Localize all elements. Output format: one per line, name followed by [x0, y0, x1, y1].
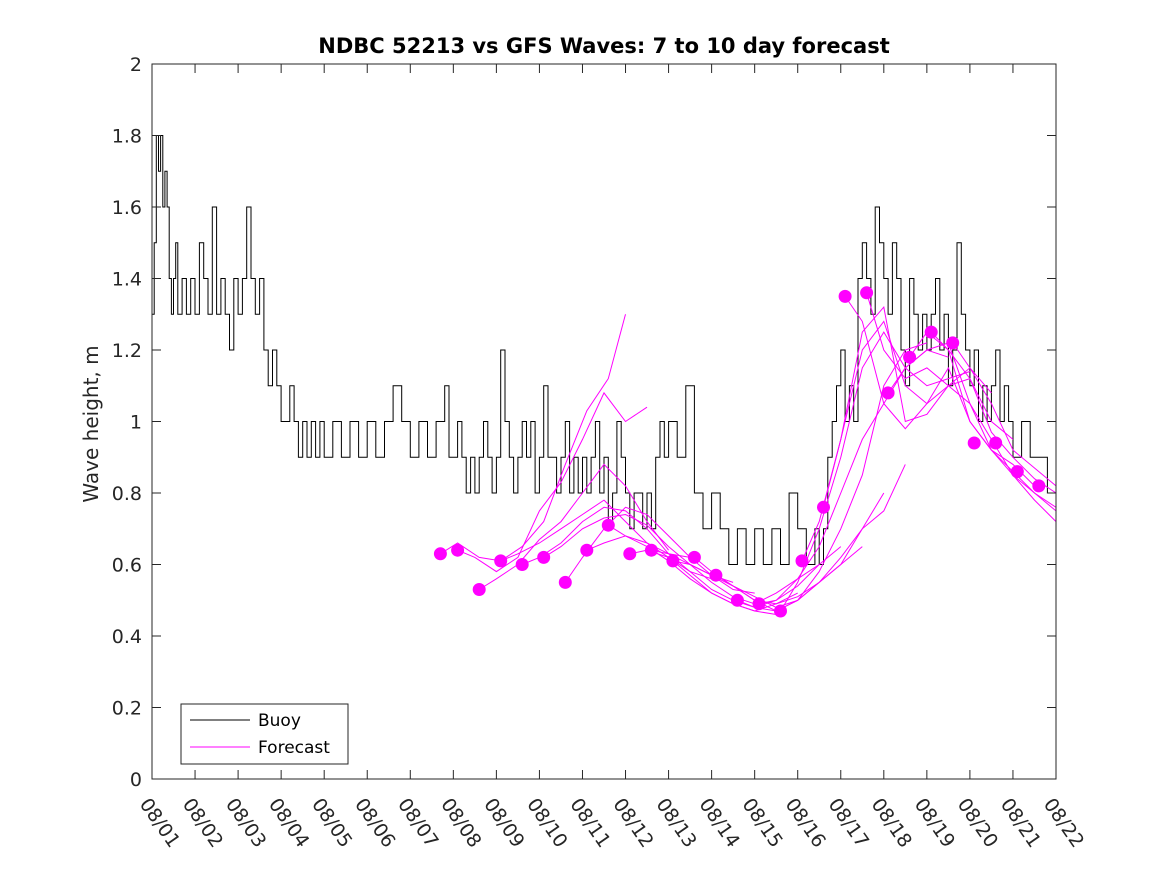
forecast-run-line: [500, 499, 691, 562]
forecast-run-line: [457, 391, 648, 573]
forecast-marker: [989, 436, 1003, 450]
forecast-marker: [817, 500, 830, 514]
forecast-marker: [666, 554, 680, 568]
forecast-marker: [860, 286, 874, 300]
y-tick-label: 1.8: [112, 126, 142, 148]
y-tick-label: 1.4: [112, 269, 142, 291]
legend-box: [180, 703, 349, 765]
forecast-marker: [601, 518, 615, 532]
legend-label-buoy: Buoy: [258, 711, 301, 731]
y-tick-label: 1.6: [112, 197, 142, 219]
y-tick-label: 1: [130, 412, 142, 434]
forecast-marker: [1032, 479, 1046, 493]
forecast-run-line: [478, 463, 669, 590]
forecast-marker: [494, 554, 508, 568]
forecast-run-line: [564, 506, 755, 594]
forecast-marker: [924, 325, 938, 339]
y-tick-label: 1.2: [112, 340, 142, 362]
y-tick-label: 2: [130, 54, 142, 76]
forecast-marker: [433, 547, 447, 561]
chart-title: NDBC 52213 vs GFS Waves: 7 to 10 day for…: [318, 34, 889, 58]
forecast-marker: [1010, 465, 1024, 479]
forecast-marker: [752, 597, 766, 611]
forecast-marker: [795, 554, 809, 568]
plot-area: [151, 63, 1057, 780]
forecast-run-line: [952, 342, 1056, 487]
forecast-marker: [730, 593, 744, 607]
forecast-marker: [580, 543, 594, 557]
forecast-marker: [558, 575, 572, 589]
y-tick-label: 0.4: [112, 626, 142, 648]
forecast-run-line: [715, 464, 906, 612]
forecast-markers: [433, 286, 1046, 618]
y-axis: 0 0.2 0.4 0.6 0.8 1 1.2 1.4 1.6 1.8 2: [112, 54, 1056, 791]
forecast-marker: [881, 386, 895, 400]
forecast-marker: [472, 583, 486, 596]
forecast-marker: [838, 289, 852, 303]
y-axis-label: Wave height, m: [79, 345, 103, 502]
forecast-run-line: [737, 342, 928, 612]
forecast-run-line: [866, 292, 1056, 512]
forecast-run-line: [629, 549, 820, 608]
y-tick-label: 0.6: [112, 555, 142, 577]
forecast-marker: [623, 547, 637, 561]
y-tick-label: 0.2: [112, 698, 142, 720]
forecast-run-line: [440, 314, 626, 562]
legend-label-forecast: Forecast: [258, 738, 330, 758]
forecast-marker: [709, 568, 723, 582]
forecast-run-line: [651, 546, 842, 605]
forecast-marker: [451, 543, 465, 557]
forecast-marker: [537, 550, 551, 564]
legend: Buoy Forecast: [180, 703, 349, 765]
forecast-marker: [967, 436, 981, 450]
y-tick-label: 0.8: [112, 483, 142, 505]
forecast-marker: [946, 336, 960, 350]
forecast-run-line: [823, 305, 1014, 508]
forecast-marker: [687, 550, 701, 564]
forecast-run-line: [608, 524, 798, 612]
forecast-marker: [515, 558, 529, 571]
forecast-run-line: [930, 331, 1056, 494]
forecast-series: [440, 292, 1056, 615]
forecast-marker: [774, 604, 787, 618]
forecast-marker: [644, 543, 658, 557]
forecast-marker: [903, 350, 917, 364]
forecast-run-line: [780, 331, 971, 612]
y-tick-label: 0: [130, 769, 142, 791]
